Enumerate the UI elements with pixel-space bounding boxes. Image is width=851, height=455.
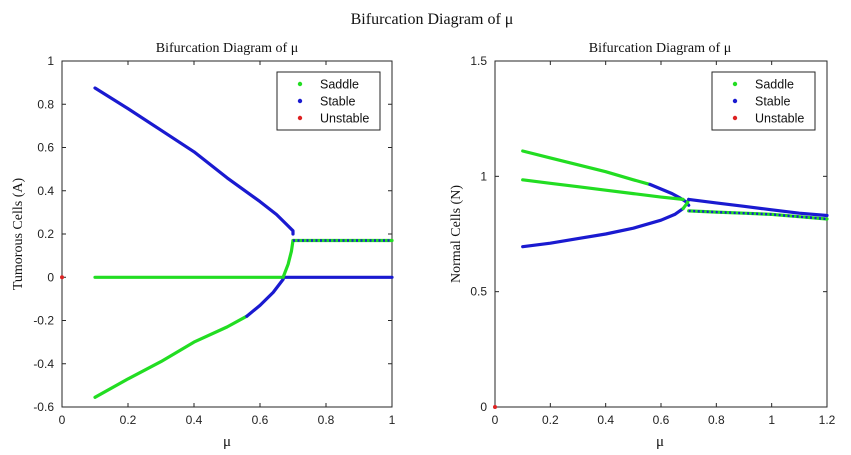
y-tick-label: 0.2 — [37, 227, 54, 241]
stable-branch — [521, 207, 685, 249]
legend-marker-saddle — [297, 81, 303, 87]
y-tick-label: 0.4 — [37, 184, 54, 198]
x-tick-label: 0.8 — [318, 413, 335, 427]
x-tick-label: 0.2 — [120, 413, 137, 427]
y-tick-label: 1 — [480, 169, 487, 183]
stable-branch-overlap — [688, 209, 828, 221]
x-tick-label: 1.2 — [819, 413, 836, 427]
y-tick-label: -0.6 — [33, 400, 54, 414]
saddle-branch — [521, 178, 685, 201]
x-tick-label: 0.2 — [542, 413, 559, 427]
stable-branch — [93, 86, 295, 236]
x-axis-label: μ — [223, 434, 231, 450]
y-tick-label: 0.6 — [37, 141, 54, 155]
y-tick-label: -0.4 — [33, 357, 54, 371]
chart-title: Bifurcation Diagram of μ — [589, 41, 731, 56]
legend-label-stable: Stable — [320, 95, 355, 109]
y-tick-label: 0.5 — [470, 285, 487, 299]
unstable-point — [60, 275, 64, 280]
x-tick-label: 0.6 — [653, 413, 670, 427]
legend-box — [711, 71, 816, 131]
legend-marker-unstable — [297, 115, 303, 121]
legend-label-unstable: Unstable — [755, 112, 804, 126]
legend-marker-stable — [297, 98, 303, 104]
stable-branch — [245, 277, 285, 318]
legend-label-unstable: Unstable — [320, 112, 369, 126]
legend-marker-saddle — [732, 81, 738, 87]
y-axis-label: Normal Cells (N) — [449, 185, 464, 283]
y-tick-label: 0 — [480, 400, 487, 414]
legend-marker-unstable — [732, 115, 738, 121]
legend-label-saddle: Saddle — [755, 78, 794, 92]
unstable-point — [493, 405, 497, 409]
legend-box — [276, 71, 381, 131]
y-tick-label: -0.2 — [33, 314, 54, 328]
figure-suptitle: Bifurcation Diagram of μ — [351, 11, 514, 28]
stable-branch — [648, 182, 691, 207]
saddle-branch — [521, 149, 652, 186]
x-tick-label: 0.6 — [252, 413, 269, 427]
x-tick-label: 1 — [768, 413, 775, 427]
y-tick-label: 0.8 — [37, 97, 54, 111]
y-axis-label: Tumorous Cells (A) — [11, 178, 26, 291]
x-tick-label: 0 — [492, 413, 499, 427]
stable-branch — [687, 197, 829, 218]
legend-label-stable: Stable — [755, 95, 790, 109]
y-tick-label: 1 — [47, 54, 54, 68]
y-tick-label: 1.5 — [470, 54, 487, 68]
x-tick-label: 0 — [59, 413, 66, 427]
x-axis-label: μ — [656, 434, 664, 450]
chart-title: Bifurcation Diagram of μ — [156, 41, 298, 56]
saddle-branch — [93, 314, 249, 399]
chart-tumorous-cells: Bifurcation Diagram of μ μ Tumorous Cell… — [11, 41, 396, 450]
x-tick-label: 0.8 — [708, 413, 725, 427]
x-tick-label: 1 — [389, 413, 396, 427]
legend-label-saddle: Saddle — [320, 78, 359, 92]
x-tick-label: 0.4 — [597, 413, 614, 427]
legend-marker-stable — [732, 98, 738, 104]
saddle-branch — [281, 238, 295, 279]
x-tick-label: 0.4 — [186, 413, 203, 427]
y-tick-label: 0 — [47, 270, 54, 284]
chart-normal-cells: Bifurcation Diagram of μ μ Normal Cells … — [449, 41, 836, 450]
